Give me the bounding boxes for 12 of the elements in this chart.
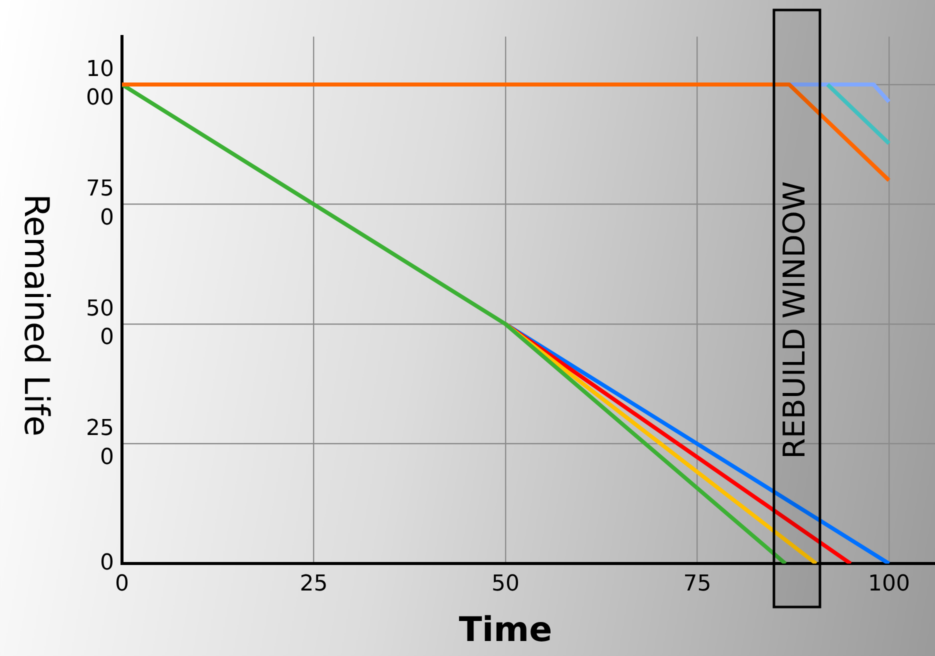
y-tick-label: 25 0 [86, 416, 114, 470]
y-tick-label: 10 00 [86, 56, 114, 111]
y-axis-title: Remained Life [16, 194, 56, 436]
y-tick-label: 50 0 [86, 296, 114, 350]
x-tick-label: 75 [683, 572, 712, 597]
x-axis-title: Time [458, 610, 552, 650]
x-tick-label: 25 [300, 572, 328, 597]
y-tick-label: 0 [100, 550, 114, 576]
band-label: REBUILD WINDOW [778, 181, 813, 460]
y-tick-label: 75 0 [86, 176, 114, 230]
x-tick-label: 100 [868, 572, 910, 597]
x-tick-label: 50 [491, 572, 520, 597]
